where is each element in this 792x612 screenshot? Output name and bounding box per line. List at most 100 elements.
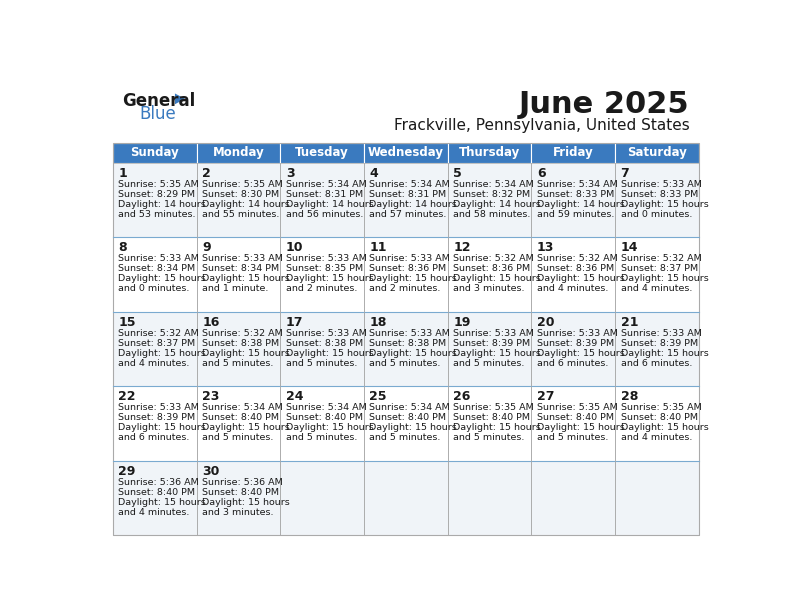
Text: 12: 12: [453, 241, 470, 254]
Bar: [447, 461, 531, 536]
Text: Sunday: Sunday: [131, 146, 179, 159]
Text: 18: 18: [370, 316, 386, 329]
Text: Sunset: 8:30 PM: Sunset: 8:30 PM: [202, 190, 280, 199]
Bar: [364, 237, 447, 312]
Text: Sunrise: 5:33 AM: Sunrise: 5:33 AM: [370, 254, 451, 263]
Text: Sunset: 8:33 PM: Sunset: 8:33 PM: [537, 190, 614, 199]
Text: Sunrise: 5:34 AM: Sunrise: 5:34 AM: [537, 180, 618, 188]
Text: and 53 minutes.: and 53 minutes.: [118, 210, 196, 218]
Text: 11: 11: [370, 241, 387, 254]
Text: Sunrise: 5:35 AM: Sunrise: 5:35 AM: [537, 403, 618, 412]
Bar: [113, 143, 699, 536]
Bar: [615, 386, 699, 461]
Text: 29: 29: [118, 465, 135, 478]
Text: and 5 minutes.: and 5 minutes.: [286, 359, 357, 368]
Text: Sunset: 8:36 PM: Sunset: 8:36 PM: [537, 264, 614, 273]
Bar: [113, 237, 196, 312]
Text: and 3 minutes.: and 3 minutes.: [453, 284, 524, 293]
Text: Sunset: 8:40 PM: Sunset: 8:40 PM: [370, 413, 447, 422]
Text: Sunrise: 5:35 AM: Sunrise: 5:35 AM: [202, 180, 283, 188]
Bar: [196, 312, 280, 386]
Text: and 3 minutes.: and 3 minutes.: [202, 508, 273, 517]
Bar: [447, 143, 531, 163]
Text: Sunset: 8:39 PM: Sunset: 8:39 PM: [537, 339, 614, 348]
Text: Daylight: 15 hours: Daylight: 15 hours: [202, 498, 290, 507]
Text: and 4 minutes.: and 4 minutes.: [118, 359, 190, 368]
Text: 10: 10: [286, 241, 303, 254]
Text: and 5 minutes.: and 5 minutes.: [202, 359, 273, 368]
Text: Daylight: 14 hours: Daylight: 14 hours: [453, 200, 541, 209]
Text: Sunrise: 5:33 AM: Sunrise: 5:33 AM: [453, 329, 534, 338]
Text: and 5 minutes.: and 5 minutes.: [370, 359, 441, 368]
Text: Sunset: 8:37 PM: Sunset: 8:37 PM: [621, 264, 698, 273]
Text: Daylight: 15 hours: Daylight: 15 hours: [370, 424, 457, 432]
Text: Daylight: 15 hours: Daylight: 15 hours: [453, 274, 541, 283]
Text: 28: 28: [621, 390, 638, 403]
Text: Daylight: 14 hours: Daylight: 14 hours: [202, 200, 290, 209]
Text: Daylight: 14 hours: Daylight: 14 hours: [286, 200, 374, 209]
Text: 30: 30: [202, 465, 219, 478]
Bar: [531, 386, 615, 461]
Text: Sunset: 8:34 PM: Sunset: 8:34 PM: [118, 264, 196, 273]
Text: 6: 6: [537, 166, 546, 179]
Text: Daylight: 15 hours: Daylight: 15 hours: [286, 424, 374, 432]
Text: Daylight: 15 hours: Daylight: 15 hours: [202, 274, 290, 283]
Text: Sunset: 8:40 PM: Sunset: 8:40 PM: [621, 413, 698, 422]
Text: and 57 minutes.: and 57 minutes.: [370, 210, 447, 218]
Text: and 5 minutes.: and 5 minutes.: [286, 433, 357, 442]
Bar: [531, 237, 615, 312]
Bar: [615, 163, 699, 237]
Text: Wednesday: Wednesday: [368, 146, 444, 159]
Text: 4: 4: [370, 166, 379, 179]
Text: and 6 minutes.: and 6 minutes.: [537, 359, 608, 368]
Text: and 4 minutes.: and 4 minutes.: [621, 284, 692, 293]
Text: Sunrise: 5:33 AM: Sunrise: 5:33 AM: [286, 329, 367, 338]
Bar: [113, 163, 196, 237]
Text: and 4 minutes.: and 4 minutes.: [537, 284, 608, 293]
Text: Daylight: 15 hours: Daylight: 15 hours: [621, 424, 708, 432]
Text: Sunset: 8:29 PM: Sunset: 8:29 PM: [118, 190, 196, 199]
Text: 27: 27: [537, 390, 554, 403]
Text: Daylight: 14 hours: Daylight: 14 hours: [537, 200, 625, 209]
Text: Daylight: 15 hours: Daylight: 15 hours: [202, 424, 290, 432]
Text: Daylight: 15 hours: Daylight: 15 hours: [118, 274, 206, 283]
Text: General: General: [122, 92, 196, 110]
Bar: [280, 386, 364, 461]
Text: and 2 minutes.: and 2 minutes.: [370, 284, 441, 293]
Text: and 4 minutes.: and 4 minutes.: [621, 433, 692, 442]
Text: and 0 minutes.: and 0 minutes.: [118, 284, 190, 293]
Polygon shape: [175, 94, 185, 104]
Text: Sunset: 8:38 PM: Sunset: 8:38 PM: [202, 339, 280, 348]
Text: Daylight: 15 hours: Daylight: 15 hours: [118, 498, 206, 507]
Text: and 59 minutes.: and 59 minutes.: [537, 210, 615, 218]
Text: Daylight: 15 hours: Daylight: 15 hours: [286, 349, 374, 358]
Bar: [531, 312, 615, 386]
Text: Sunset: 8:37 PM: Sunset: 8:37 PM: [118, 339, 196, 348]
Bar: [447, 237, 531, 312]
Bar: [364, 461, 447, 536]
Text: Sunrise: 5:33 AM: Sunrise: 5:33 AM: [118, 403, 200, 412]
Bar: [615, 237, 699, 312]
Text: Daylight: 15 hours: Daylight: 15 hours: [537, 424, 625, 432]
Bar: [280, 237, 364, 312]
Bar: [196, 237, 280, 312]
Text: Daylight: 15 hours: Daylight: 15 hours: [453, 424, 541, 432]
Text: Daylight: 15 hours: Daylight: 15 hours: [286, 274, 374, 283]
Bar: [113, 461, 196, 536]
Text: Sunset: 8:40 PM: Sunset: 8:40 PM: [202, 413, 279, 422]
Text: and 1 minute.: and 1 minute.: [202, 284, 268, 293]
Text: Daylight: 15 hours: Daylight: 15 hours: [621, 349, 708, 358]
Text: Sunrise: 5:34 AM: Sunrise: 5:34 AM: [286, 180, 367, 188]
Text: 17: 17: [286, 316, 303, 329]
Text: 8: 8: [118, 241, 127, 254]
Text: 1: 1: [118, 166, 128, 179]
Bar: [113, 143, 196, 163]
Text: Sunrise: 5:34 AM: Sunrise: 5:34 AM: [370, 180, 450, 188]
Text: Sunset: 8:40 PM: Sunset: 8:40 PM: [453, 413, 530, 422]
Text: Sunset: 8:40 PM: Sunset: 8:40 PM: [202, 488, 279, 497]
Bar: [196, 163, 280, 237]
Bar: [531, 163, 615, 237]
Text: Sunrise: 5:32 AM: Sunrise: 5:32 AM: [118, 329, 199, 338]
Text: Daylight: 15 hours: Daylight: 15 hours: [370, 349, 457, 358]
Text: Sunset: 8:40 PM: Sunset: 8:40 PM: [118, 488, 196, 497]
